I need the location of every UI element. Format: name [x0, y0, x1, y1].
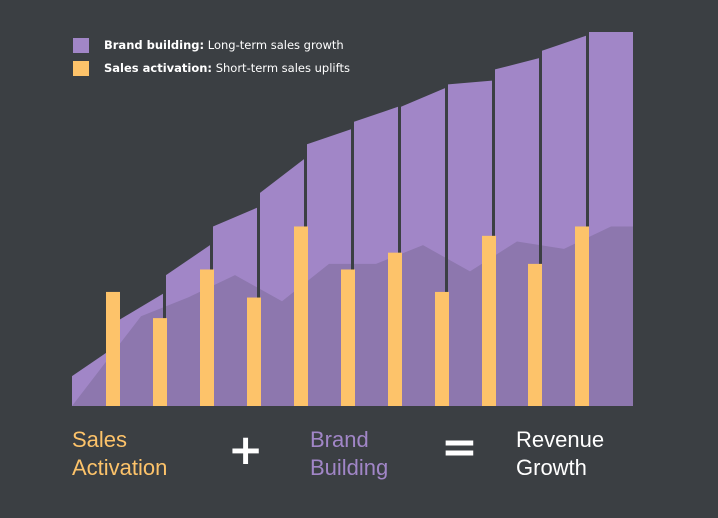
formula-term3-line2: Growth — [516, 455, 587, 480]
activation-bar-4 — [247, 297, 261, 406]
activation-bar-11 — [575, 226, 589, 406]
formula-term2-line1: Brand — [310, 427, 369, 452]
legend: Brand building: Long-term sales growth S… — [73, 34, 350, 80]
activation-bar-3 — [200, 269, 214, 406]
activation-swatch — [73, 60, 89, 76]
activation-bar-5 — [294, 226, 308, 406]
legend-item-brand: Brand building: Long-term sales growth — [73, 34, 350, 56]
formula-sales-activation: Sales Activation — [72, 426, 167, 482]
sales-activation-series — [106, 226, 589, 406]
formula-term3-line1: Revenue — [516, 427, 605, 452]
formula-revenue-growth: Revenue Growth — [516, 426, 604, 482]
formula-equals: = — [441, 422, 478, 473]
activation-bar-6 — [341, 269, 355, 406]
legend-activation-text: Short-term sales uplifts — [212, 61, 350, 75]
formula-term1-line2: Activation — [72, 455, 168, 480]
activation-bar-7 — [388, 252, 402, 406]
legend-activation-bold: Sales activation: — [104, 61, 213, 75]
activation-bar-9 — [482, 235, 496, 406]
activation-bar-8 — [435, 291, 449, 406]
legend-brand-text: Long-term sales growth — [204, 38, 344, 52]
formula-term1-line1: Sales — [72, 427, 128, 452]
activation-bar-10 — [528, 263, 542, 406]
brand-swatch — [73, 37, 89, 53]
formula-brand-building: Brand Building — [310, 426, 388, 482]
formula-plus: + — [228, 425, 264, 474]
formula-term2-line2: Building — [310, 455, 389, 480]
legend-brand-bold: Brand building: — [104, 38, 205, 52]
activation-bar-1 — [106, 291, 120, 406]
activation-bar-2 — [153, 318, 167, 406]
legend-item-activation: Sales activation: Short-term sales uplif… — [73, 57, 350, 79]
